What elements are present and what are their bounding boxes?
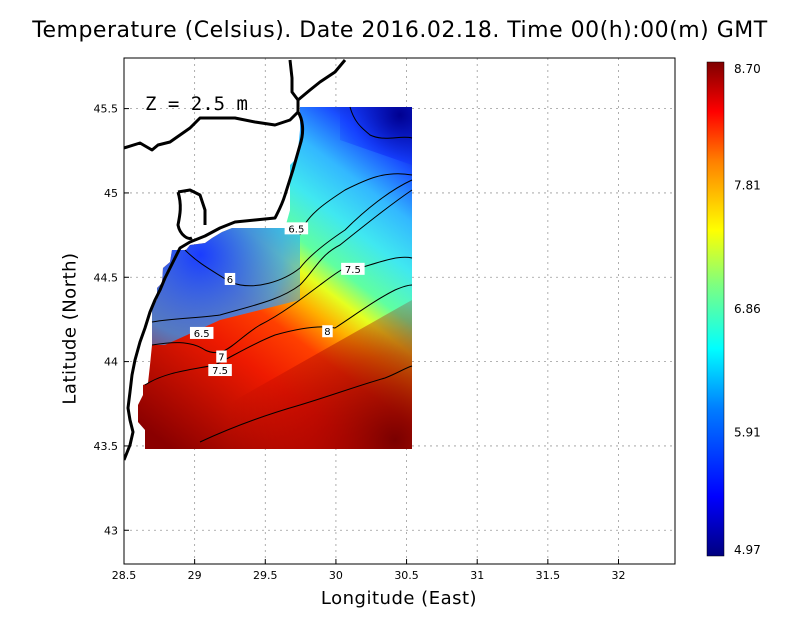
coastline — [124, 59, 347, 461]
contour-label: 6 — [227, 275, 233, 286]
x-tick-label: 30 — [329, 569, 343, 582]
x-tick-label: 29 — [188, 569, 202, 582]
y-tick-label: 44.5 — [94, 271, 119, 284]
contour-line — [151, 189, 413, 323]
chart-title: Temperature (Celsius). Date 2016.02.18. … — [32, 18, 768, 43]
x-tick-label: 30.5 — [394, 569, 419, 582]
colorbar-gradient — [706, 61, 725, 557]
coastline-danube-delta — [176, 188, 207, 240]
southern-warm-water — [145, 300, 412, 449]
contour-label: 8 — [324, 327, 330, 338]
y-tick-label: 44 — [104, 356, 118, 369]
temperature-field — [138, 107, 412, 449]
y-tick-label: 45.5 — [94, 103, 119, 116]
contour-label-bg — [224, 272, 236, 285]
colorbar-tick-label: 5.91 — [734, 426, 761, 440]
contour-label: 7.5 — [345, 265, 361, 276]
coastline-crimea-west — [124, 111, 305, 461]
contour-line — [184, 179, 413, 287]
colorbar: 8.70 7.81 6.86 5.91 4.97 — [706, 61, 761, 557]
x-axis-ticks: 28.5 29 29.5 30 30.5 31 31.5 32 — [112, 559, 625, 582]
colorbar-tick-label: 4.97 — [734, 543, 761, 557]
contour-label: 6.5 — [288, 224, 304, 235]
x-axis-label: Longitude (East) — [320, 588, 478, 609]
contour-label-bg — [189, 326, 214, 339]
coastal-cold-water — [152, 228, 300, 345]
contour-label-bg — [322, 325, 333, 338]
contour-label: 7 — [218, 353, 224, 364]
x-tick-label: 29.5 — [253, 569, 278, 582]
contour-line — [349, 106, 413, 139]
x-tick-label: 31 — [470, 569, 484, 582]
offshore-cold-patch — [340, 107, 412, 165]
y-tick-label: 45 — [104, 187, 118, 200]
contour-line — [299, 173, 413, 236]
y-axis-ticks: 43 43.5 44 44.5 45 45.5 — [94, 103, 129, 537]
coastline-ukraine — [124, 59, 347, 152]
x-tick-label: 32 — [611, 569, 625, 582]
contour-label-bg — [216, 350, 227, 363]
depth-annotation: Z = 2.5 m — [145, 93, 248, 115]
x-tick-label: 31.5 — [536, 569, 561, 582]
colorbar-tick-label: 7.81 — [734, 179, 761, 193]
contour-line — [144, 284, 413, 386]
contour-line — [199, 365, 413, 443]
x-tick-label: 28.5 — [112, 569, 137, 582]
colorbar-ticks: 8.70 7.81 6.86 5.91 4.97 — [734, 62, 761, 557]
y-tick-label: 43.5 — [94, 440, 119, 453]
contour-label: 7.5 — [212, 366, 228, 377]
colorbar-tick-label: 8.70 — [734, 62, 761, 76]
colorbar-tick-label: 6.86 — [734, 302, 761, 316]
plot-frame — [123, 57, 676, 565]
contour-label-bg — [208, 364, 232, 377]
contour-labels: 6.5 7.5 6 6.5 8 7 7.5 — [189, 222, 365, 377]
contour-label-bg — [284, 222, 309, 235]
contour-label: 6.5 — [194, 329, 210, 340]
contour-label-bg — [341, 262, 365, 275]
y-tick-label: 43 — [104, 524, 118, 537]
